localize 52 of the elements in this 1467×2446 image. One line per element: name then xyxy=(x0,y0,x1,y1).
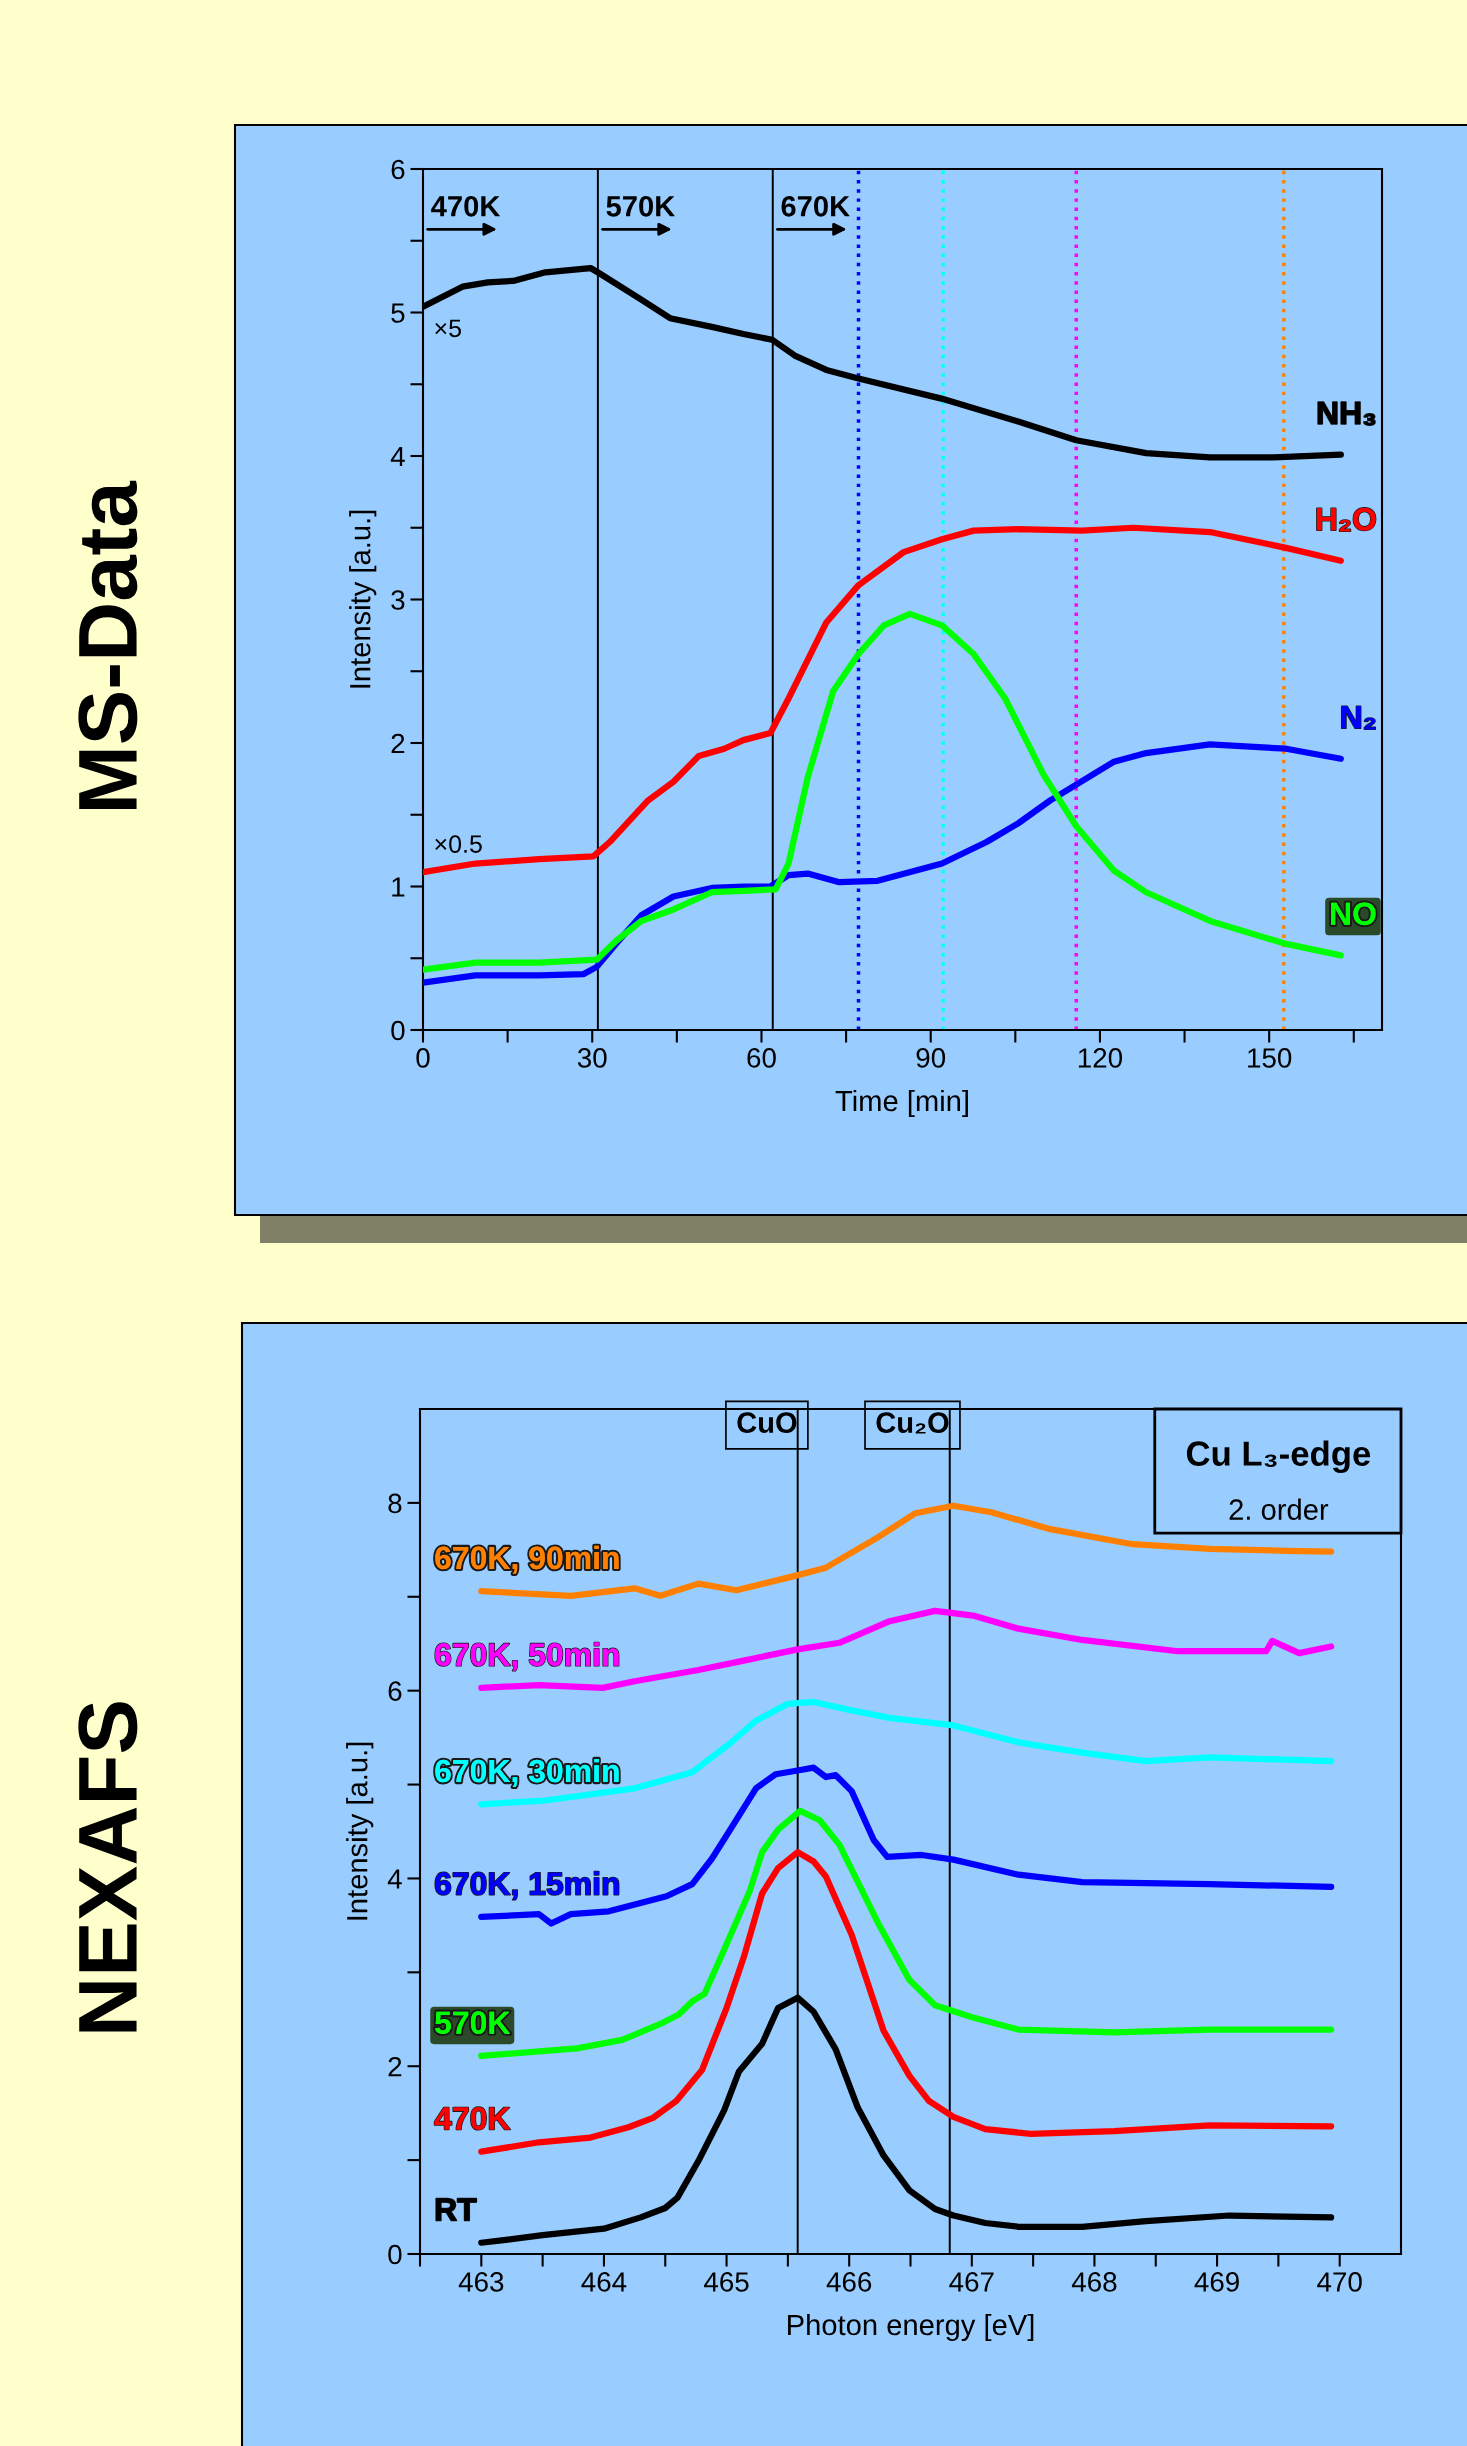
x-tick-label: 463 xyxy=(458,2272,504,2292)
annotation: Cu L₃-edge xyxy=(1186,1440,1371,1473)
ref-line-label: CuO xyxy=(737,1412,797,1433)
annotation: 2. order xyxy=(1229,1498,1329,1520)
y-tick-label: 0 xyxy=(388,2244,402,2265)
y-tick-label: 6 xyxy=(388,1681,402,1702)
series-label: 570K xyxy=(435,2011,511,2034)
annotation: ×5 xyxy=(435,319,461,338)
series-label: 670K, 90min xyxy=(435,1545,619,1574)
ref-line-label: 570K xyxy=(606,195,676,217)
x-tick-label: 60 xyxy=(747,1048,776,1068)
x-tick-label: 120 xyxy=(1078,1048,1123,1068)
series-label: N₂ xyxy=(1341,706,1376,730)
y-tick-label: 0 xyxy=(391,1020,405,1041)
y-tick-label: 8 xyxy=(388,1493,402,1514)
x-tick-label: 470 xyxy=(1317,2272,1362,2292)
text: NEXAFS xyxy=(78,1702,138,2032)
y-tick-label: 6 xyxy=(391,159,405,180)
series-label: H₂O xyxy=(1316,507,1376,532)
y-tick-label: 4 xyxy=(390,446,405,467)
text: MS-Data xyxy=(78,480,138,810)
x-tick-label: 150 xyxy=(1248,1048,1292,1068)
x-tick-label: 0 xyxy=(416,1048,430,1068)
series-label: 670K, 15min xyxy=(435,1871,619,1900)
y-tick-label: 4 xyxy=(387,1869,402,1889)
x-tick-label: 469 xyxy=(1194,2272,1239,2292)
ref-line-label: 470K xyxy=(431,195,501,217)
y-axis-title: Intensity [a.u.] xyxy=(346,1742,374,1920)
y-tick-label: 1 xyxy=(392,877,405,897)
x-tick-label: 466 xyxy=(826,2272,872,2292)
x-axis-title: Photon energy [eV] xyxy=(788,2313,1034,2342)
series-label: NH₃ xyxy=(1318,402,1376,426)
y-tick-label: 2 xyxy=(391,733,405,754)
series-label: RT xyxy=(436,2198,477,2221)
y-tick-label: 5 xyxy=(391,303,405,323)
series-label: 470K xyxy=(434,2107,511,2130)
x-tick-label: 30 xyxy=(577,1048,607,1068)
series-label: 670K, 30min xyxy=(435,1758,619,1787)
x-tick-label: 464 xyxy=(581,2272,627,2292)
y-tick-label: 3 xyxy=(391,590,405,610)
series-label: 670K, 50min xyxy=(435,1642,619,1671)
ref-line-label: Cu₂O xyxy=(876,1412,949,1434)
x-tick-label: 468 xyxy=(1071,2272,1117,2292)
x-tick-label: 467 xyxy=(949,2272,994,2292)
y-axis-title: Intensity [a.u.] xyxy=(349,510,377,688)
annotation: ×0.5 xyxy=(435,835,482,853)
x-tick-label: 465 xyxy=(704,2272,749,2292)
series-label: NO xyxy=(1331,902,1376,926)
ref-line-label: 670K xyxy=(781,195,850,217)
y-tick-label: 2 xyxy=(388,2056,402,2077)
x-axis-title: Time [min] xyxy=(835,1089,968,1118)
x-tick-label: 90 xyxy=(916,1048,946,1068)
